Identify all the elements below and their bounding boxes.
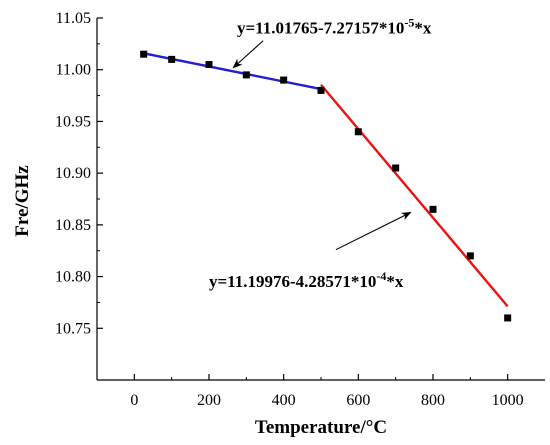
- data-point: [429, 205, 437, 213]
- x-tick-label: 0: [130, 392, 138, 409]
- fit-equation-1: y=11.01765-7.27157*10-5*x: [237, 16, 432, 38]
- data-point: [466, 252, 474, 260]
- annotation-arrow-1: [232, 40, 264, 69]
- x-tick-label: 400: [272, 392, 296, 409]
- x-tick-label: 200: [197, 392, 221, 409]
- plot-area: 0 200 400 600 800 1000 10.75 10.80 10.85 10.90 10.…: [55, 10, 545, 409]
- y-tick-label: 10.90: [55, 165, 91, 182]
- data-point: [140, 50, 148, 58]
- y-axis-label: Fre/GHz: [12, 165, 33, 237]
- y-tick-label: 10.80: [55, 269, 91, 286]
- data-point: [168, 55, 176, 63]
- y-tick-label: 10.75: [55, 320, 91, 337]
- x-tick-label: 600: [346, 392, 370, 409]
- x-axis-label: Temperature/°C: [255, 417, 387, 438]
- data-point: [317, 86, 325, 94]
- x-tick-label: 800: [421, 392, 445, 409]
- data-point: [392, 164, 400, 172]
- y-tick-label: 11.00: [56, 62, 91, 79]
- fit-line-2: [320, 83, 509, 308]
- data-point: [504, 314, 512, 322]
- data-point: [280, 76, 288, 84]
- data-point: [205, 61, 213, 69]
- data-point: [354, 128, 362, 136]
- y-tick-label: 10.95: [55, 113, 91, 130]
- data-point: [242, 71, 250, 79]
- x-tick-label: 1000: [492, 392, 524, 409]
- annotation-arrow-2: [335, 211, 412, 251]
- fit-equation-2: y=11.19976-4.28571*10-4*x: [209, 269, 404, 291]
- y-tick-label: 10.85: [55, 217, 91, 234]
- y-tick-label: 11.05: [56, 10, 91, 27]
